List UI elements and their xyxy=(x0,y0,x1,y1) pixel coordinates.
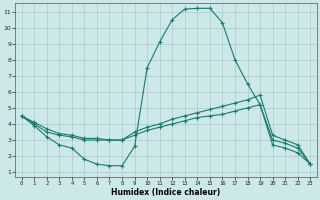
X-axis label: Humidex (Indice chaleur): Humidex (Indice chaleur) xyxy=(111,188,220,197)
